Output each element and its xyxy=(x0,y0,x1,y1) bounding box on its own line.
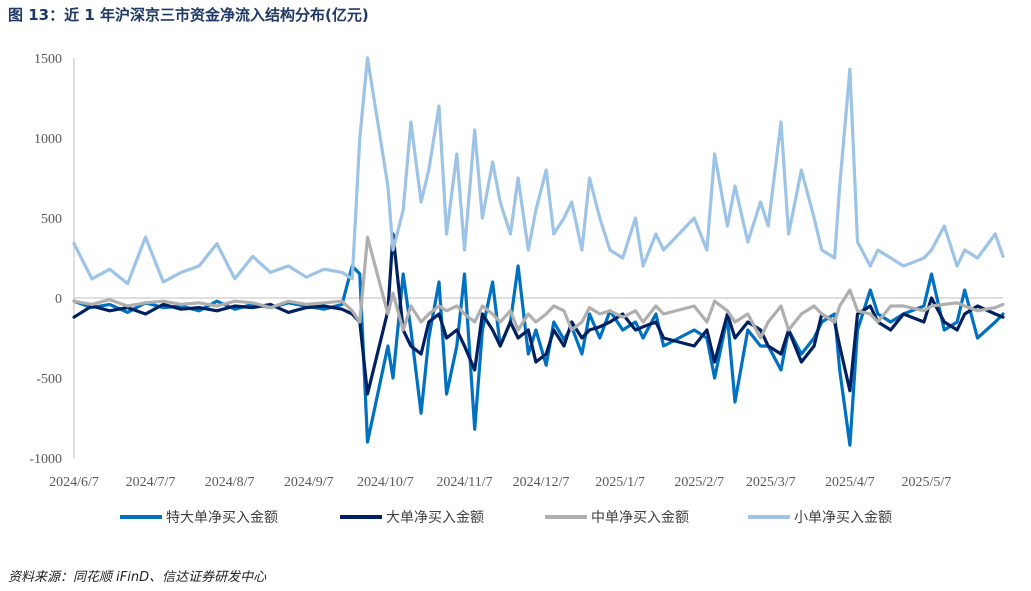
series-lines xyxy=(72,56,1005,447)
x-tick-label: 2024/11/7 xyxy=(436,475,492,490)
series-line-4 xyxy=(72,56,1005,286)
line-chart: 1500 1000 500 0 -500 -1000 2024/6/7 2024/7/7 202… xyxy=(29,52,1005,526)
legend-label: 大单净买入金额 xyxy=(386,510,484,526)
x-tick-label: 2024/7/7 xyxy=(126,475,176,490)
figure-title: 图 13：近 1 年沪深京三市资金净流入结构分布(亿元) xyxy=(8,6,369,24)
y-tick-label: -500 xyxy=(36,372,62,387)
x-tick-label: 2024/9/7 xyxy=(284,475,334,490)
x-tick-label: 2025/2/7 xyxy=(674,475,724,490)
x-tick-label: 2024/8/7 xyxy=(205,475,255,490)
axes: 1500 1000 500 0 -500 -1000 2024/6/7 2024/7/7 202… xyxy=(29,52,1003,490)
y-tick-label: -1000 xyxy=(29,452,62,467)
x-tick-label: 2025/4/7 xyxy=(825,475,875,490)
y-tick-label: 1000 xyxy=(34,132,62,147)
source-note: 资料来源：同花顺 iFinD、信达证券研发中心 xyxy=(8,570,267,585)
y-tick-label: 1500 xyxy=(34,52,62,67)
y-tick-label: 500 xyxy=(41,212,62,227)
legend-label: 小单净买入金额 xyxy=(794,510,892,526)
series-line-3 xyxy=(72,235,1005,340)
y-tick-label: 0 xyxy=(55,292,62,307)
x-tick-label: 2024/12/7 xyxy=(513,475,570,490)
legend-label: 中单净买入金额 xyxy=(591,510,689,526)
x-tick-label: 2024/10/7 xyxy=(357,475,414,490)
legend: 特大单净买入金额 大单净买入金额 中单净买入金额 小单净买入金额 xyxy=(120,510,892,526)
x-tick-label: 2025/5/7 xyxy=(902,475,952,490)
x-tick-label: 2024/6/7 xyxy=(49,475,99,490)
series-line-2 xyxy=(72,232,1005,396)
series-line-1 xyxy=(72,264,1005,447)
x-tick-label: 2025/1/7 xyxy=(595,475,645,490)
legend-label: 特大单净买入金额 xyxy=(166,510,278,526)
x-tick-label: 2025/3/7 xyxy=(746,475,796,490)
